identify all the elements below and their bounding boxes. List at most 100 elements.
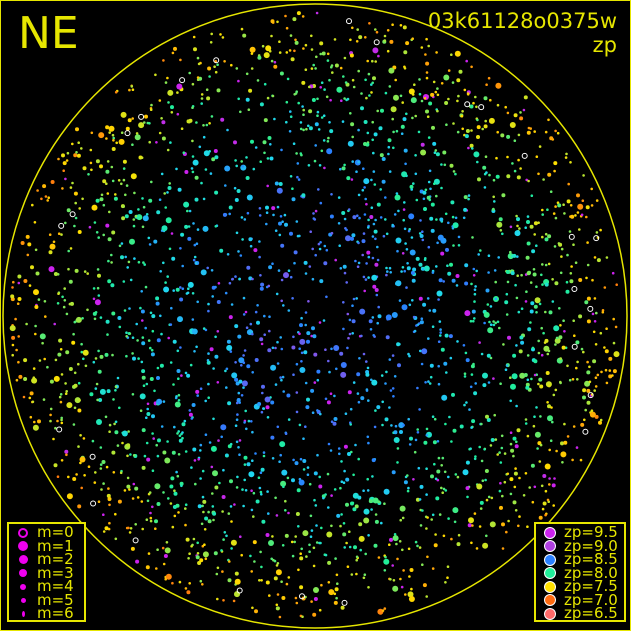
star-point (61, 187, 64, 190)
star-point (465, 486, 470, 491)
star-point (237, 334, 242, 339)
star-point (280, 378, 283, 382)
star-point (304, 311, 308, 314)
star-point (196, 541, 199, 545)
star-point (283, 213, 287, 217)
star-point (289, 34, 293, 37)
star-point (96, 268, 100, 271)
star-point (470, 65, 473, 69)
star-point (384, 196, 387, 199)
star-point (445, 247, 449, 252)
star-point (299, 152, 303, 155)
star-point (228, 281, 232, 285)
star-point (484, 155, 488, 158)
star-point (421, 563, 424, 566)
star-point (72, 332, 75, 336)
star-point (603, 286, 607, 289)
star-point (308, 265, 312, 268)
star-point (555, 449, 558, 453)
star-point (554, 343, 557, 346)
horizon-circle (2, 3, 628, 629)
star-point (356, 214, 359, 217)
star-point (295, 512, 300, 516)
star-point (170, 111, 174, 114)
star-point (167, 497, 170, 500)
open-star-point (124, 130, 131, 137)
star-point (381, 400, 385, 404)
star-point (342, 522, 346, 525)
star-point (381, 179, 386, 184)
star-point (420, 142, 425, 147)
star-point (323, 261, 328, 266)
star-point (582, 174, 585, 177)
star-point (485, 171, 488, 174)
zp-legend-label: zp=9.5 (564, 523, 618, 541)
star-point (299, 556, 304, 561)
star-point (339, 524, 342, 528)
star-point (53, 463, 58, 468)
star-point (324, 553, 328, 557)
star-point (270, 59, 274, 63)
star-point (137, 260, 141, 264)
star-point (176, 432, 179, 435)
star-point (554, 129, 557, 133)
star-point (351, 319, 356, 324)
star-point (164, 577, 167, 581)
star-point (612, 317, 615, 321)
star-point (410, 188, 414, 191)
star-point (487, 76, 491, 80)
zp-legend-label: zp=8.5 (564, 550, 618, 568)
star-point (166, 275, 169, 278)
star-point (65, 350, 70, 355)
star-point (319, 412, 322, 416)
star-point (160, 117, 163, 120)
star-point (452, 244, 455, 247)
star-point (464, 351, 468, 355)
star-point (480, 459, 484, 463)
star-point (420, 149, 427, 156)
star-point (316, 409, 319, 412)
star-point (391, 312, 398, 318)
star-point (181, 264, 184, 268)
star-point (435, 152, 440, 157)
star-point (235, 67, 239, 70)
star-point (485, 288, 490, 293)
star-point (355, 40, 359, 43)
star-point (398, 540, 402, 543)
star-point (150, 348, 154, 352)
star-point (388, 358, 392, 361)
star-point (501, 522, 505, 527)
star-point (512, 253, 517, 258)
star-point (225, 367, 229, 371)
star-point (214, 285, 217, 289)
star-point (418, 232, 422, 235)
star-point (253, 560, 256, 563)
star-point (556, 201, 560, 204)
star-point (520, 273, 523, 277)
star-point (320, 116, 324, 119)
star-point (401, 266, 405, 269)
star-point (243, 455, 248, 460)
star-point (245, 326, 249, 330)
color-swatch-icon (545, 568, 555, 579)
star-point (576, 211, 580, 214)
star-point (306, 466, 310, 469)
open-star-point (568, 233, 575, 240)
star-point (161, 225, 168, 232)
star-point (59, 400, 63, 404)
star-point (302, 128, 305, 132)
star-point (470, 541, 473, 545)
star-point (213, 551, 218, 556)
star-point (439, 217, 444, 222)
star-point (34, 248, 38, 252)
star-point (423, 97, 427, 100)
star-point (546, 208, 549, 211)
star-point (299, 121, 303, 124)
star-point (493, 200, 496, 203)
star-point (362, 352, 366, 356)
star-point (279, 453, 283, 457)
star-point (362, 576, 366, 580)
star-point (289, 110, 292, 113)
star-point (578, 314, 583, 319)
